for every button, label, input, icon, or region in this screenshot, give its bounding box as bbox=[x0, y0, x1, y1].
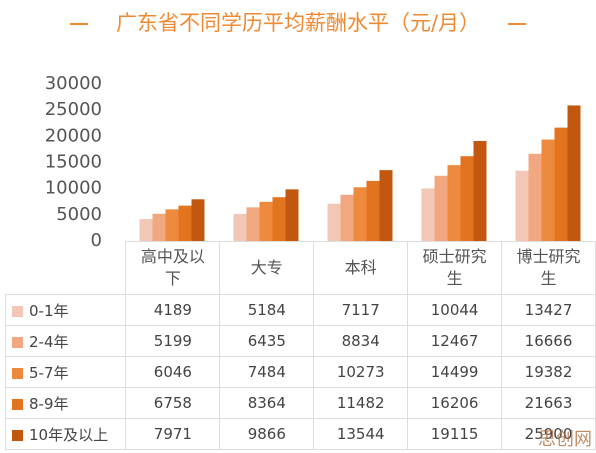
bar bbox=[340, 194, 354, 241]
bar bbox=[139, 219, 153, 241]
watermark: 思创网 bbox=[538, 429, 592, 450]
value-cell: 13427 bbox=[501, 294, 596, 326]
value-cell: 6435 bbox=[219, 325, 315, 357]
value-cell: 6758 bbox=[125, 387, 221, 419]
y-tick-label: 0 bbox=[91, 230, 102, 251]
bar bbox=[554, 127, 568, 241]
series-row: 5-7年 6046 7484 10273 14499 19382 bbox=[4, 356, 596, 388]
bar bbox=[567, 105, 581, 241]
y-tick-label: 25000 bbox=[45, 99, 102, 120]
value-cell: 10273 bbox=[313, 356, 409, 388]
value-cell: 7484 bbox=[219, 356, 315, 388]
bar bbox=[285, 189, 299, 241]
bar bbox=[233, 213, 247, 241]
value-cell: 14499 bbox=[407, 356, 503, 388]
legend-entry: 10年及以上 bbox=[4, 418, 127, 450]
value-cell: 21663 bbox=[501, 387, 596, 419]
legend-entry: 2-4年 bbox=[4, 325, 127, 357]
bar bbox=[165, 209, 179, 241]
legend-label: 10年及以上 bbox=[29, 425, 109, 444]
legend-entry: 0-1年 bbox=[4, 294, 127, 326]
value-cell: 6046 bbox=[125, 356, 221, 388]
legend-label: 0-1年 bbox=[29, 301, 69, 320]
value-cell: 5199 bbox=[125, 325, 221, 357]
bar bbox=[259, 201, 273, 241]
bar bbox=[473, 140, 487, 241]
bar bbox=[541, 139, 555, 241]
bar bbox=[353, 187, 367, 241]
legend-swatch bbox=[12, 429, 23, 441]
y-tick-label: 10000 bbox=[45, 178, 102, 199]
category-label: 硕士研究生 bbox=[407, 241, 503, 295]
corner-cell bbox=[5, 241, 127, 295]
y-tick-label: 5000 bbox=[56, 204, 102, 225]
bar bbox=[447, 165, 461, 241]
bar bbox=[152, 213, 166, 241]
legend-entry: 8-9年 bbox=[4, 387, 127, 419]
series-row: 8-9年 6758 8364 11482 16206 21663 bbox=[4, 387, 596, 419]
bar bbox=[515, 170, 529, 241]
bar bbox=[327, 203, 341, 241]
value-cell: 4189 bbox=[125, 294, 221, 326]
category-label: 博士研究生 bbox=[501, 241, 596, 295]
value-cell: 16666 bbox=[501, 325, 596, 357]
value-cell: 12467 bbox=[407, 325, 503, 357]
y-tick-label: 30000 bbox=[45, 73, 102, 94]
y-tick-label: 20000 bbox=[45, 125, 102, 146]
value-cell: 16206 bbox=[407, 387, 503, 419]
legend-swatch bbox=[12, 305, 23, 317]
bar bbox=[434, 175, 448, 241]
chart-title: 广东省不同学历平均薪酬水平（元/月） bbox=[116, 11, 480, 35]
legend-swatch bbox=[12, 398, 23, 410]
series-row: 10年及以上 7971 9866 13544 19115 25900 bbox=[4, 418, 596, 450]
value-cell: 13544 bbox=[313, 418, 409, 450]
value-cell: 7971 bbox=[125, 418, 221, 450]
value-cell: 5184 bbox=[219, 294, 315, 326]
bar bbox=[379, 170, 393, 241]
category-label: 本科 bbox=[313, 241, 409, 295]
legend-label: 5-7年 bbox=[29, 363, 69, 382]
value-cell: 10044 bbox=[407, 294, 503, 326]
value-cell: 19382 bbox=[501, 356, 596, 388]
value-cell: 7117 bbox=[313, 294, 409, 326]
bar bbox=[246, 207, 260, 241]
bar bbox=[178, 205, 192, 241]
value-cell: 9866 bbox=[219, 418, 315, 450]
legend-swatch bbox=[12, 367, 23, 379]
value-cell: 19115 bbox=[407, 418, 503, 450]
bar bbox=[272, 197, 286, 241]
legend-swatch bbox=[12, 336, 23, 348]
bar bbox=[366, 180, 380, 241]
bar bbox=[528, 153, 542, 241]
legend-entry: 5-7年 bbox=[4, 356, 127, 388]
legend-label: 8-9年 bbox=[29, 394, 69, 413]
data-table: 高中及以下 大专 本科 硕士研究生 博士研究生 0-1年 4189 5184 7117 10044… bbox=[4, 241, 596, 450]
category-label: 大专 bbox=[219, 241, 315, 295]
y-tick-label: 15000 bbox=[45, 152, 102, 173]
value-cell: 25900 bbox=[501, 418, 596, 450]
series-row: 0-1年 4189 5184 7117 10044 13427 bbox=[4, 294, 596, 326]
value-cell: 8834 bbox=[313, 325, 409, 357]
category-label: 高中及以下 bbox=[125, 241, 221, 295]
bar bbox=[421, 188, 435, 241]
header-row: 高中及以下 大专 本科 硕士研究生 博士研究生 bbox=[5, 241, 596, 295]
value-cell: 11482 bbox=[313, 387, 409, 419]
bar bbox=[191, 199, 205, 241]
legend-label: 2-4年 bbox=[29, 332, 69, 351]
series-row: 2-4年 5199 6435 8834 12467 16666 bbox=[4, 325, 596, 357]
value-cell: 8364 bbox=[219, 387, 315, 419]
bar bbox=[460, 156, 474, 241]
